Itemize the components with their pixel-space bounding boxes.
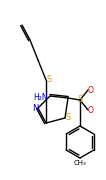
Text: S: S	[46, 75, 52, 84]
Text: N: N	[32, 103, 38, 112]
Text: S: S	[77, 94, 83, 103]
Text: O: O	[88, 86, 94, 94]
Text: S: S	[65, 112, 71, 122]
Text: O: O	[88, 105, 94, 114]
Text: CH₃: CH₃	[74, 160, 86, 166]
Text: H₂N: H₂N	[34, 93, 48, 102]
